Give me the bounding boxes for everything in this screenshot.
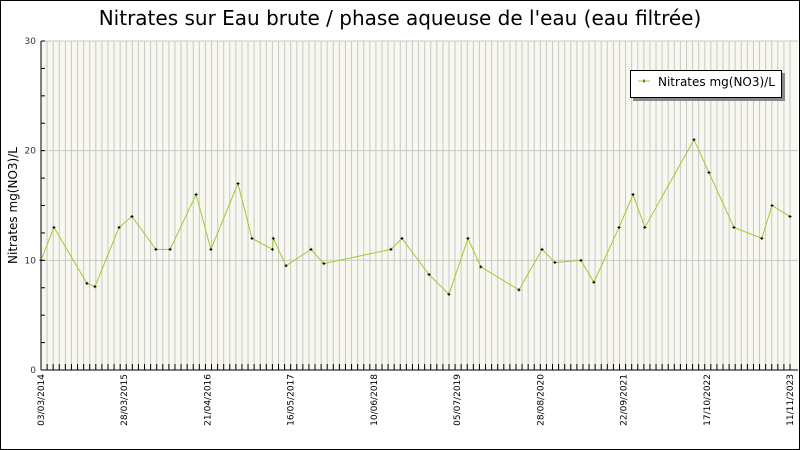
data-point [788,214,792,218]
data-point [271,236,275,240]
data-point [770,204,774,207]
data-point [692,138,696,142]
data-point [389,247,393,251]
legend: Nitrates mg(NO3)/L [630,70,785,101]
data-point [553,261,557,265]
x-tick-label: 03/03/2014 [37,374,47,426]
y-axis-label: Nitrates mg(NO3)/L [6,147,20,264]
data-point [592,280,596,284]
data-point [284,264,288,268]
data-point [400,236,404,240]
data-point [168,247,172,251]
x-tick-label: 21/04/2016 [203,374,213,426]
data-point [579,258,583,262]
data-point [270,247,274,251]
x-tick-label: 17/10/2022 [703,374,713,426]
y-tick-label: 10 [25,256,37,266]
data-point [154,247,158,251]
data-point [427,273,431,277]
data-point [707,171,711,175]
data-point [643,225,647,229]
data-point [479,265,483,269]
y-tick-label: 0 [30,366,36,376]
x-tick-label: 22/09/2021 [620,374,630,426]
data-point [760,236,764,240]
data-point [617,225,621,229]
legend-label: Nitrates mg(NO3)/L [658,75,775,89]
data-point [466,236,470,240]
data-point [236,182,240,186]
data-point [250,236,254,240]
data-point [93,285,97,289]
data-point [732,225,736,229]
x-tick-label: 05/07/2019 [453,374,463,426]
data-point [631,193,635,197]
x-tick-label: 28/08/2020 [536,374,546,426]
data-point [39,258,43,262]
data-point [194,193,198,197]
data-point [540,247,544,251]
data-point [52,225,56,229]
data-point [447,292,451,296]
x-tick-label: 16/05/2017 [287,374,297,426]
data-point [322,262,326,266]
data-point [85,281,89,285]
x-tick-label: 28/03/2015 [120,374,130,426]
y-tick-label: 20 [25,147,37,157]
y-tick-label: 30 [25,37,37,47]
data-point [117,225,121,229]
data-point [130,214,134,218]
x-tick-label: 10/06/2018 [370,374,380,426]
legend-box [630,70,782,98]
data-point [309,247,313,251]
data-point [517,288,521,292]
data-point [209,247,213,251]
x-tick-label: 11/11/2023 [786,374,796,426]
chart-title: Nitrates sur Eau brute / phase aqueuse d… [98,6,702,30]
